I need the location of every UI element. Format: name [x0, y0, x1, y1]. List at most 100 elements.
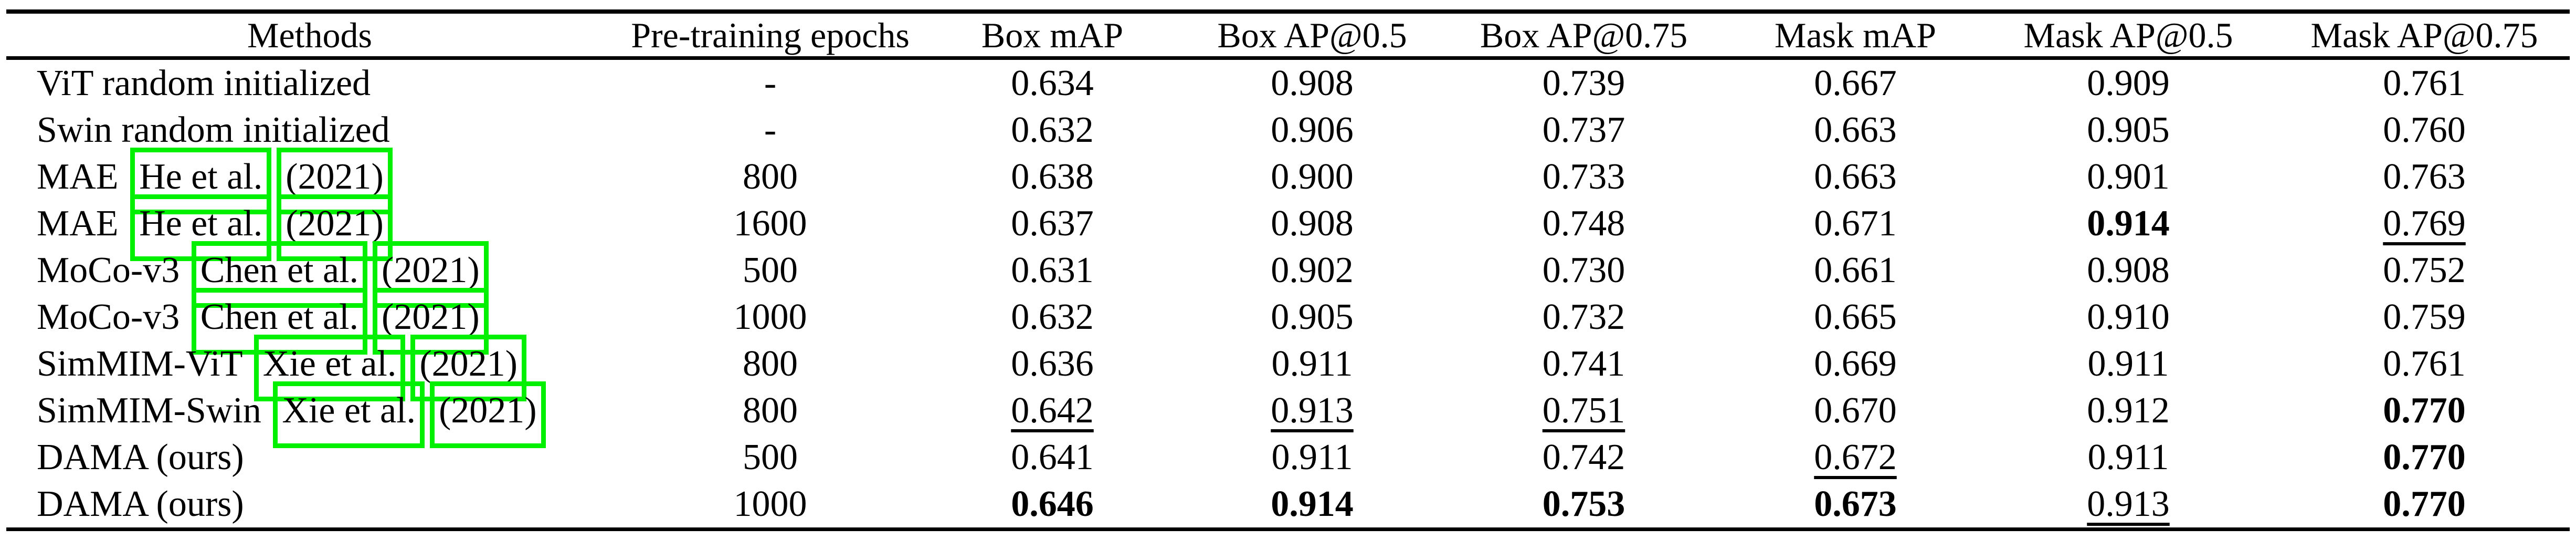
- column-header-box-ap-0-5: Box AP@0.5: [1217, 15, 1407, 55]
- method-name: DAMA (ours): [37, 437, 244, 478]
- mask-ap05-cell: 0.901: [2087, 156, 2170, 197]
- citation-year-link[interactable]: (2021): [373, 241, 489, 308]
- table-row: SimMIM-ViT Xie et al. (2021) 800 0.636 0.911…: [0, 334, 2576, 401]
- method-cell: MAE He et al. (2021): [0, 194, 619, 261]
- mask-ap075-cell: 0.769: [2383, 203, 2466, 244]
- table-row: SimMIM-Swin Xie et al. (2021) 800 0.642 0.91…: [0, 381, 2576, 448]
- citation-authors-link[interactable]: He et al.: [130, 194, 272, 261]
- method-cell: SimMIM-Swin Xie et al. (2021): [0, 381, 619, 448]
- box-map-cell: 0.646: [1011, 483, 1094, 524]
- mask-ap075-cell: 0.761: [2383, 63, 2466, 103]
- box-ap075-cell: 0.732: [1542, 296, 1625, 337]
- mask-ap05-cell: 0.905: [2087, 109, 2170, 150]
- mask-map-cell: 0.673: [1814, 483, 1897, 524]
- mask-map-cell: 0.669: [1814, 343, 1897, 384]
- method-name: SimMIM-Swin: [37, 390, 261, 431]
- box-map-cell: 0.642: [1011, 390, 1094, 431]
- method-cell: DAMA (ours): [0, 483, 619, 524]
- mask-map-cell: 0.661: [1814, 250, 1897, 291]
- citation-authors-link[interactable]: Chen et al.: [191, 241, 368, 308]
- citation-authors-link[interactable]: Xie et al.: [254, 334, 406, 401]
- mask-ap075-cell: 0.760: [2383, 109, 2466, 150]
- mask-map-cell: 0.672: [1814, 437, 1897, 478]
- citation-authors-link[interactable]: Xie et al.: [273, 381, 425, 448]
- box-ap075-cell: 0.737: [1542, 109, 1625, 150]
- method-cell: Swin random initialized: [0, 111, 619, 149]
- mask-ap075-cell: 0.770: [2383, 437, 2466, 478]
- box-ap075-cell: 0.741: [1542, 343, 1625, 384]
- column-header-mask-ap-0-75: Mask AP@0.75: [2310, 15, 2538, 55]
- table-row: DAMA (ours) 1000 0.646 0.914 0.753 0.673 0.913…: [0, 481, 2576, 527]
- citation-year-link[interactable]: (2021): [277, 194, 393, 261]
- mask-map-cell: 0.671: [1814, 203, 1897, 244]
- method-cell: DAMA (ours): [0, 439, 619, 476]
- pretraining-epochs-cell: -: [764, 63, 777, 103]
- box-ap075-cell: 0.733: [1542, 156, 1625, 197]
- citation-authors-link[interactable]: Chen et al.: [191, 287, 368, 355]
- box-map-cell: 0.632: [1011, 109, 1094, 150]
- box-ap05-cell: 0.911: [1271, 437, 1353, 478]
- mask-ap075-cell: 0.770: [2383, 390, 2466, 431]
- box-map-cell: 0.637: [1011, 203, 1094, 244]
- pretraining-epochs-cell: 1000: [733, 296, 807, 337]
- mask-ap075-cell: 0.770: [2383, 483, 2466, 524]
- box-ap05-cell: 0.908: [1271, 203, 1354, 244]
- box-map-cell: 0.636: [1011, 343, 1094, 384]
- method-name: DAMA (ours): [37, 483, 244, 524]
- table-row: MoCo-v3 Chen et al. (2021) 1000 0.632 0.905 0…: [0, 287, 2576, 355]
- table-row: MAE He et al. (2021) 1600 0.637 0.908 0.748 0.…: [0, 194, 2576, 261]
- table-top-rule: [6, 9, 2570, 14]
- method-name: ViT random initialized: [37, 63, 371, 103]
- method-name: MoCo-v3: [37, 296, 180, 337]
- pretraining-epochs-cell: 1000: [733, 483, 807, 524]
- table-row: MoCo-v3 Chen et al. (2021) 500 0.631 0.902 0.…: [0, 241, 2576, 308]
- box-ap075-cell: 0.753: [1542, 483, 1625, 524]
- citation-authors-link[interactable]: He et al.: [130, 147, 272, 214]
- table-row: DAMA (ours) 500 0.641 0.911 0.742 0.672 0.911 0…: [0, 434, 2576, 481]
- mask-ap05-cell: 0.909: [2087, 63, 2170, 103]
- pretraining-epochs-cell: 500: [743, 437, 798, 478]
- box-ap075-cell: 0.751: [1542, 390, 1625, 431]
- method-name: MoCo-v3: [37, 250, 180, 291]
- box-ap075-cell: 0.730: [1542, 250, 1625, 291]
- pretraining-epochs-cell: 800: [743, 156, 798, 197]
- mask-ap05-cell: 0.914: [2087, 203, 2170, 244]
- table-header-row: Methods Pre-training epochs Box mAP Box AP@…: [0, 14, 2576, 56]
- table-bottom-rule: [6, 527, 2570, 531]
- mask-ap05-cell: 0.911: [2087, 343, 2169, 384]
- mask-map-cell: 0.663: [1814, 109, 1897, 150]
- citation-year-link[interactable]: (2021): [429, 381, 546, 448]
- pretraining-epochs-cell: 800: [743, 390, 798, 431]
- mask-ap05-cell: 0.912: [2087, 390, 2170, 431]
- citation-year-link[interactable]: (2021): [277, 147, 393, 214]
- mask-ap075-cell: 0.761: [2383, 343, 2466, 384]
- mask-map-cell: 0.663: [1814, 156, 1897, 197]
- mask-ap05-cell: 0.913: [2087, 483, 2170, 524]
- box-ap05-cell: 0.908: [1271, 63, 1354, 103]
- column-header-mask-map: Mask mAP: [1775, 15, 1936, 55]
- column-header-mask-ap-0-5: Mask AP@0.5: [2023, 15, 2233, 55]
- box-ap075-cell: 0.739: [1542, 63, 1625, 103]
- box-map-cell: 0.634: [1011, 63, 1094, 103]
- mask-map-cell: 0.670: [1814, 390, 1897, 431]
- column-header-box-ap-0-75: Box AP@0.75: [1480, 15, 1688, 55]
- pretraining-epochs-cell: 500: [743, 250, 798, 291]
- mask-map-cell: 0.667: [1814, 63, 1897, 103]
- citation-year-link[interactable]: (2021): [373, 287, 489, 355]
- citation-year-link[interactable]: (2021): [410, 334, 526, 401]
- box-ap05-cell: 0.906: [1271, 109, 1354, 150]
- method-cell: MoCo-v3 Chen et al. (2021): [0, 241, 619, 308]
- mask-ap075-cell: 0.763: [2383, 156, 2466, 197]
- box-map-cell: 0.631: [1011, 250, 1094, 291]
- box-ap05-cell: 0.900: [1271, 156, 1354, 197]
- method-name: MAE: [37, 156, 119, 197]
- mask-ap05-cell: 0.910: [2087, 296, 2170, 337]
- mask-ap05-cell: 0.911: [2087, 437, 2169, 478]
- pretraining-epochs-cell: 1600: [733, 203, 807, 244]
- pretraining-epochs-cell: -: [764, 109, 777, 150]
- method-name: MAE: [37, 203, 119, 244]
- column-header-pre-training-epochs: Pre-training epochs: [631, 15, 910, 55]
- method-cell: MAE He et al. (2021): [0, 147, 619, 214]
- table-row: MAE He et al. (2021) 800 0.638 0.900 0.733 0.6…: [0, 147, 2576, 214]
